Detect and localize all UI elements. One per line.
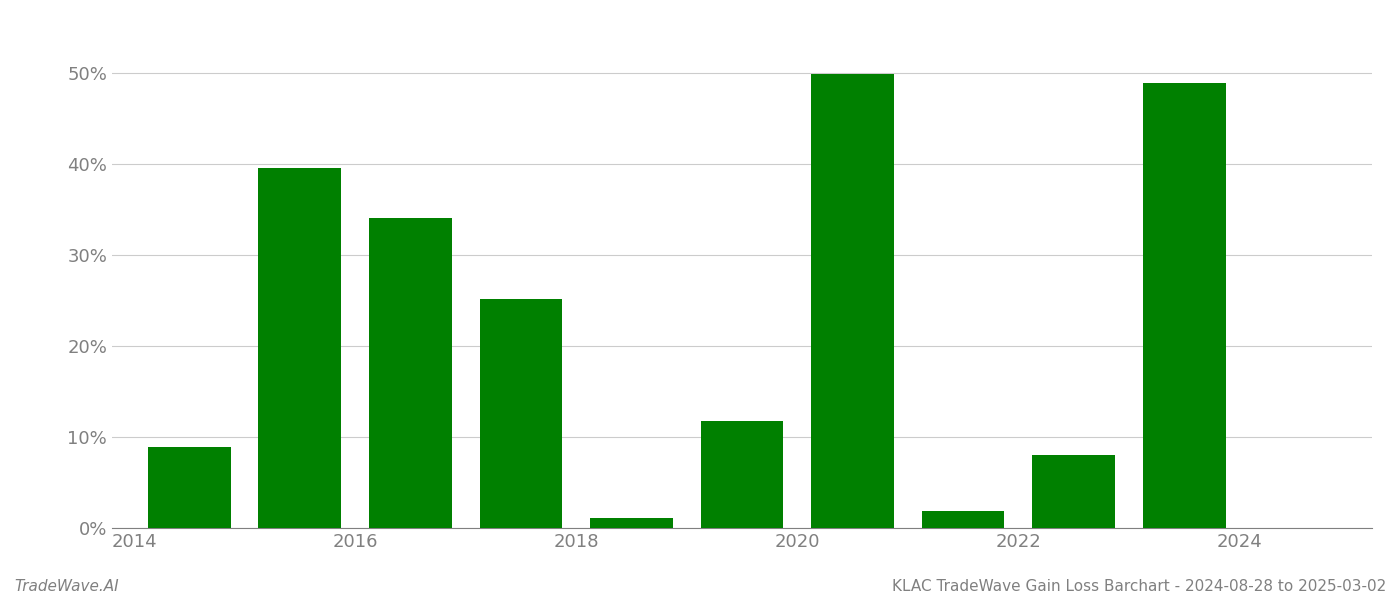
Bar: [1142, 83, 1225, 528]
Bar: [479, 299, 563, 528]
Bar: [370, 218, 452, 528]
Bar: [148, 447, 231, 528]
Bar: [259, 168, 342, 528]
Text: TradeWave.AI: TradeWave.AI: [14, 579, 119, 594]
Text: KLAC TradeWave Gain Loss Barchart - 2024-08-28 to 2025-03-02: KLAC TradeWave Gain Loss Barchart - 2024…: [892, 579, 1386, 594]
Bar: [589, 518, 673, 528]
Bar: [1032, 455, 1114, 528]
Bar: [700, 421, 784, 528]
Bar: [811, 74, 895, 528]
Bar: [921, 511, 1004, 528]
